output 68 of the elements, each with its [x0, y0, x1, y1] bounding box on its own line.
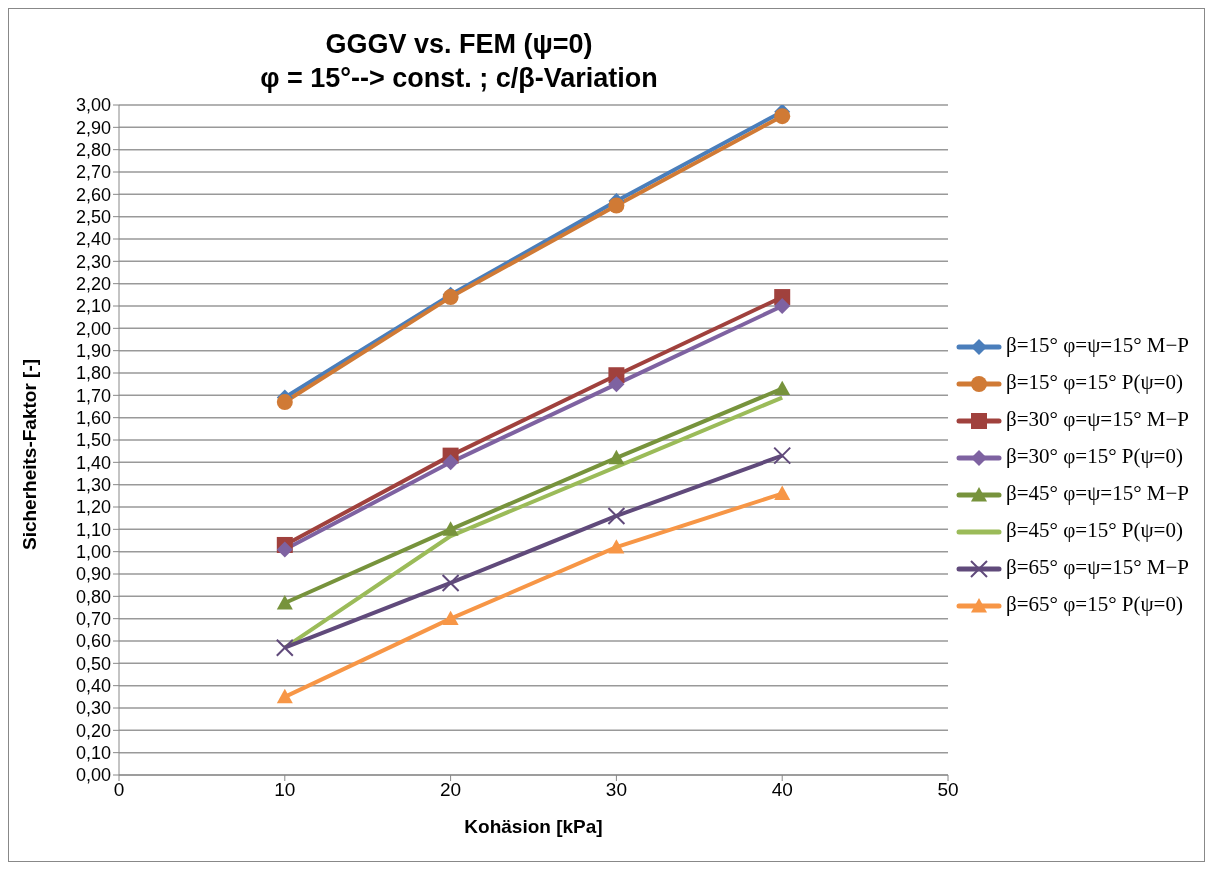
x-tick-label: 0: [113, 779, 125, 801]
legend-label: β=45° φ=15° P(ψ=0): [1005, 517, 1184, 544]
y-tick-label: 1,90: [75, 341, 111, 362]
point: [276, 595, 293, 610]
x-tick-label: 30: [605, 779, 627, 801]
y-tick-label: 2,40: [75, 229, 111, 250]
y-tick-label: 0,40: [75, 676, 111, 697]
y-tick-label: 1,50: [75, 430, 111, 451]
point: [774, 108, 791, 125]
y-tick-label: 0,50: [75, 653, 111, 674]
chart-title: GGGV vs. FEM (ψ=0): [324, 28, 594, 61]
point: [276, 688, 293, 704]
y-tick-label: 0,80: [75, 586, 111, 607]
x-tick-label: 20: [440, 779, 462, 801]
point: [608, 539, 625, 554]
point: [608, 376, 625, 393]
legend-label: β=65° φ=ψ=15° M−P: [1005, 554, 1189, 581]
point: [276, 394, 293, 411]
y-tick-label: 0,60: [75, 631, 111, 652]
x-tick-label: 10: [274, 779, 296, 801]
y-tick-label: 1,60: [75, 408, 111, 429]
y-tick-label: 3,00: [75, 95, 111, 116]
y-tick-label: 0,20: [75, 720, 111, 741]
point: [442, 521, 459, 536]
y-tick-label: 1,00: [75, 542, 111, 563]
y-tick-label: 2,50: [75, 207, 111, 228]
legend-label: β=15° φ=ψ=15° M−P: [1005, 332, 1189, 359]
legend-label: β=30° φ=15° P(ψ=0): [1005, 443, 1184, 470]
legend-label: β=65° φ=15° P(ψ=0): [1005, 591, 1184, 618]
y-tick-label: 1,20: [75, 497, 111, 518]
y-tick-label: 2,70: [75, 162, 111, 183]
y-tick-label: 2,80: [75, 140, 111, 161]
y-tick-label: 0,30: [75, 698, 111, 719]
point: [608, 449, 625, 465]
y-tick-label: 0,90: [75, 564, 111, 585]
point: [774, 298, 791, 314]
y-tick-label: 2,20: [75, 274, 111, 295]
point: [275, 638, 294, 657]
point: [607, 506, 626, 525]
y-tick-label: 1,70: [75, 385, 111, 406]
point: [773, 446, 792, 465]
x-tick-label: 50: [937, 779, 959, 801]
legend-label: β=15° φ=15° P(ψ=0): [1005, 369, 1184, 396]
legend-label: β=45° φ=ψ=15° M−P: [1005, 480, 1189, 507]
y-tick-label: 0,00: [75, 765, 111, 786]
y-tick-label: 2,90: [75, 117, 111, 138]
y-tick-label: 0,70: [75, 609, 111, 630]
y-tick-label: 1,80: [75, 363, 111, 384]
legend-label: β=30° φ=ψ=15° M−P: [1005, 406, 1189, 433]
x-axis-title: Kohäsion [kPa]: [464, 816, 603, 837]
point: [441, 573, 460, 592]
y-tick-label: 2,00: [75, 318, 111, 339]
point: [608, 197, 625, 214]
y-tick-label: 2,10: [75, 296, 111, 317]
x-tick-label: 40: [771, 779, 793, 801]
point: [442, 454, 459, 471]
point: [442, 610, 459, 626]
point: [774, 485, 791, 500]
y-tick-label: 2,60: [75, 184, 111, 205]
y-tick-label: 1,40: [75, 452, 111, 473]
y-tick-label: 0,10: [75, 743, 111, 764]
y-axis-title: Sicherheits-Faktor [-]: [18, 358, 40, 550]
y-tick-label: 2,30: [75, 251, 111, 272]
y-tick-label: 1,10: [75, 519, 111, 540]
y-tick-label: 1,30: [75, 475, 111, 496]
point: [276, 541, 293, 558]
point: [774, 380, 791, 396]
chart-subtitle: φ = 15°--> const. ; c/β-Variation: [259, 62, 659, 95]
